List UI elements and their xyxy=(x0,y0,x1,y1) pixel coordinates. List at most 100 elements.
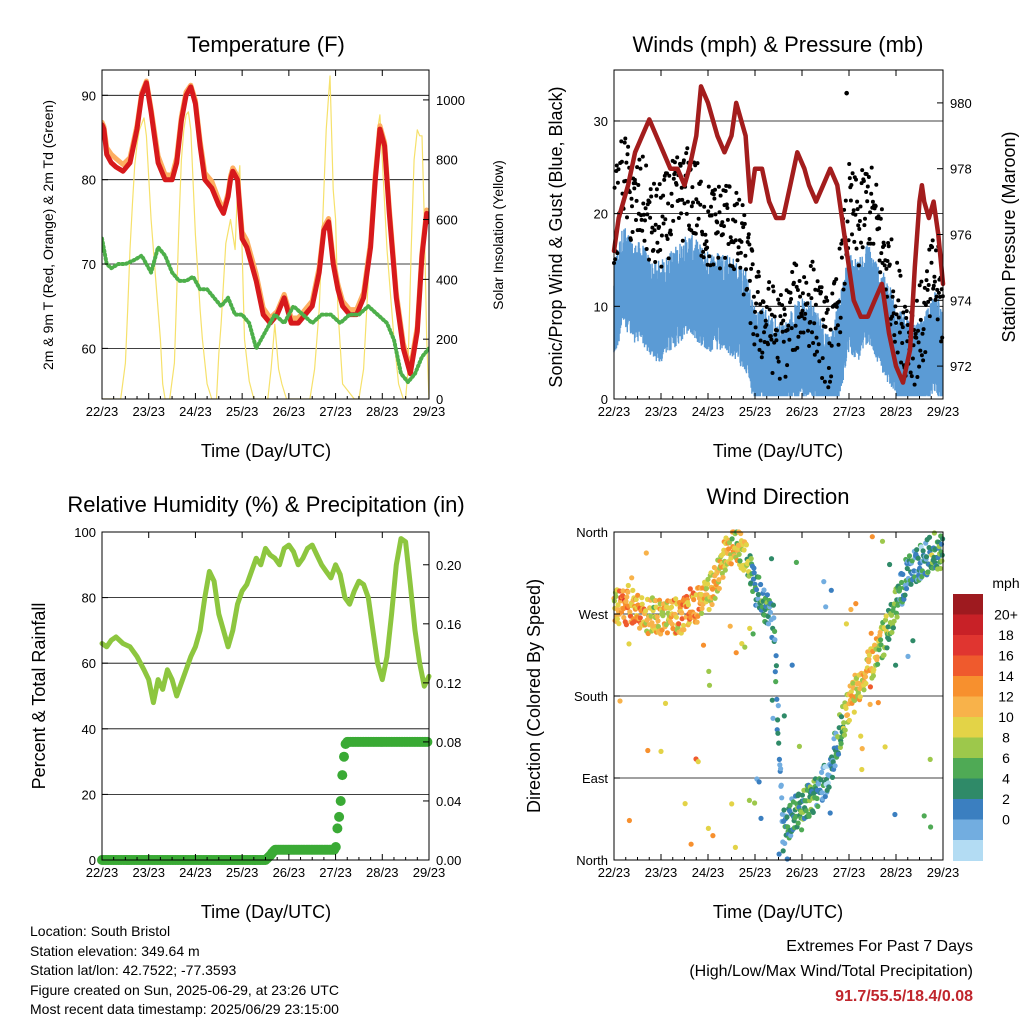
colorbar-label: 2 xyxy=(1002,791,1010,807)
direction-point xyxy=(758,581,764,588)
direction-point xyxy=(776,851,782,857)
gust-point xyxy=(921,327,926,332)
gust-point xyxy=(778,293,783,297)
y2-tick-label: 0.12 xyxy=(436,676,461,691)
gust-point xyxy=(927,247,932,252)
gust-point xyxy=(803,311,808,316)
gust-point xyxy=(652,181,656,186)
gust-point xyxy=(711,262,716,267)
direction-point xyxy=(775,730,781,736)
gust-point xyxy=(653,260,658,264)
y-tick-label: 80 xyxy=(82,173,96,188)
gust-point xyxy=(794,284,799,289)
gust-point xyxy=(658,248,663,252)
colorbar-label: 18 xyxy=(998,627,1014,643)
gust-point xyxy=(659,233,664,238)
y2-tick-label: 600 xyxy=(436,213,458,228)
gust-point xyxy=(895,350,900,355)
colorbar-label: 14 xyxy=(998,668,1014,684)
gust-point xyxy=(799,314,804,319)
gust-point xyxy=(771,289,776,294)
gust-point xyxy=(737,197,742,202)
direction-point xyxy=(859,766,865,773)
direction-point xyxy=(850,680,856,686)
direction-point xyxy=(748,556,754,562)
gust-point xyxy=(614,163,619,168)
direction-point xyxy=(764,592,771,598)
gust-point xyxy=(922,285,927,290)
direction-point xyxy=(733,650,739,656)
direction-point xyxy=(673,614,680,620)
gust-point xyxy=(866,175,871,179)
direction-point xyxy=(900,571,906,578)
direction-point xyxy=(625,589,631,595)
direction-point xyxy=(810,809,816,816)
direction-panel: Wind Direction 22/23 23/23 24/23 25/23 26/23… xyxy=(524,484,1020,922)
gust-point xyxy=(666,256,671,261)
direction-point xyxy=(773,653,779,659)
gust-point xyxy=(640,228,645,233)
direction-point xyxy=(765,613,771,620)
gust-point xyxy=(764,322,769,327)
precip-point xyxy=(330,842,341,852)
gust-point xyxy=(870,199,875,204)
gust-point xyxy=(746,235,751,240)
gust-point xyxy=(715,220,720,225)
gust-point xyxy=(704,239,709,244)
gust-point xyxy=(850,171,855,176)
gust-point xyxy=(822,379,827,384)
gust-point xyxy=(718,266,722,271)
direction-point xyxy=(904,565,910,572)
gust-point xyxy=(778,314,783,319)
gust-point xyxy=(850,232,854,237)
gust-point xyxy=(865,199,870,204)
direction-point xyxy=(779,795,785,801)
gust-point xyxy=(720,232,725,237)
gust-point xyxy=(806,292,811,297)
gust-point xyxy=(635,165,640,170)
x-tick-label: 25/23 xyxy=(226,865,259,880)
direction-point xyxy=(673,596,679,602)
gust-point xyxy=(638,166,643,171)
gust-point xyxy=(742,213,747,218)
gust-point xyxy=(625,152,630,157)
gust-point xyxy=(931,283,936,288)
direction-point xyxy=(658,631,664,637)
gust-point xyxy=(751,294,756,299)
colorbar-label: 10 xyxy=(998,709,1014,725)
gust-point xyxy=(836,342,841,347)
direction-point xyxy=(624,594,630,600)
gust-point xyxy=(925,287,930,292)
direction-title: Wind Direction xyxy=(706,484,849,509)
gust-point xyxy=(619,139,624,144)
direction-point xyxy=(679,610,685,616)
gust-point xyxy=(716,255,721,260)
colorbar-label: 0 xyxy=(1002,812,1010,828)
gust-point xyxy=(801,330,806,335)
gust-point xyxy=(819,285,824,290)
direction-point xyxy=(780,848,786,854)
gust-point xyxy=(940,335,945,340)
gust-point xyxy=(820,376,825,380)
gust-point xyxy=(644,163,649,168)
direction-point xyxy=(858,733,864,739)
gust-point xyxy=(665,237,670,241)
gust-point xyxy=(785,327,790,332)
gust-point xyxy=(649,194,654,199)
direction-ylabel: Direction (Colored By Speed) xyxy=(524,579,544,813)
direction-point xyxy=(776,740,782,746)
direction-point xyxy=(869,534,875,540)
gust-point xyxy=(633,181,638,186)
direction-point xyxy=(626,817,633,824)
gust-point xyxy=(857,219,862,223)
precip-point xyxy=(339,751,349,762)
gust-point xyxy=(860,245,865,250)
direction-point xyxy=(859,746,865,752)
gust-point xyxy=(934,248,938,253)
gust-point xyxy=(837,246,842,251)
gust-point xyxy=(706,184,711,189)
gust-point xyxy=(845,219,850,224)
direction-point xyxy=(756,779,762,785)
y2-tick-label: 1000 xyxy=(436,93,465,108)
